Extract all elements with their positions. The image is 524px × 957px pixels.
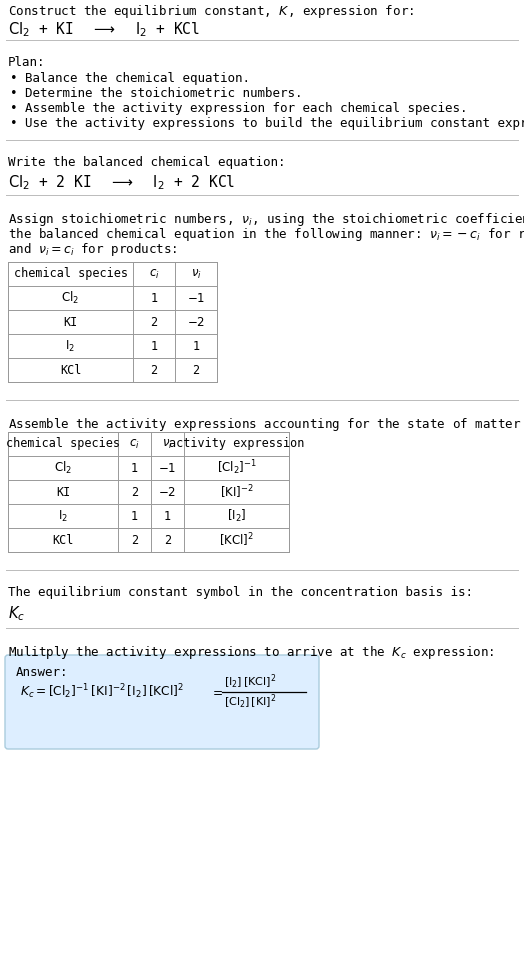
Text: $-1$: $-1$ [187,292,205,304]
Text: Write the balanced chemical equation:: Write the balanced chemical equation: [8,156,286,169]
Text: $[\mathrm{Cl_2}]^{-1}$: $[\mathrm{Cl_2}]^{-1}$ [216,458,256,478]
Text: Plan:: Plan: [8,56,46,69]
Text: 1: 1 [192,340,200,352]
Text: $\mathrm{Cl_2}$ + KI  $\longrightarrow$  $\mathrm{I_2}$ + KCl: $\mathrm{Cl_2}$ + KI $\longrightarrow$ $… [8,20,200,38]
Text: • Use the activity expressions to build the equilibrium constant expression.: • Use the activity expressions to build … [10,117,524,130]
Text: 2: 2 [150,364,158,376]
Text: 2: 2 [131,485,138,499]
Text: $-2$: $-2$ [187,316,205,328]
Text: 1: 1 [150,340,158,352]
Text: Construct the equilibrium constant, $K$, expression for:: Construct the equilibrium constant, $K$,… [8,3,414,20]
Bar [8,262,217,382]
Text: 1: 1 [131,461,138,475]
Text: 2: 2 [150,316,158,328]
Text: $\mathrm{Cl_2}$: $\mathrm{Cl_2}$ [61,290,80,306]
Text: • Assemble the activity expression for each chemical species.: • Assemble the activity expression for e… [10,102,467,115]
Text: $\mathrm{I_2}$: $\mathrm{I_2}$ [66,339,75,353]
Text: Mulitply the activity expressions to arrive at the $K_c$ expression:: Mulitply the activity expressions to arr… [8,644,495,661]
Text: $\mathrm{I_2}$: $\mathrm{I_2}$ [58,508,68,523]
Text: $[\mathrm{Cl_2}]\,[\mathrm{KI}]^2$: $[\mathrm{Cl_2}]\,[\mathrm{KI}]^2$ [224,693,276,711]
Text: 1: 1 [150,292,158,304]
Text: KI: KI [56,485,70,499]
Text: KCl: KCl [52,533,74,546]
Text: $[\mathrm{I_2}]\,[\mathrm{KCl}]^2$: $[\mathrm{I_2}]\,[\mathrm{KCl}]^2$ [224,673,276,691]
Text: Assemble the activity expressions accounting for the state of matter and $\nu_i$: Assemble the activity expressions accoun… [8,416,524,433]
Text: $K_c$: $K_c$ [8,604,25,623]
Text: The equilibrium constant symbol in the concentration basis is:: The equilibrium constant symbol in the c… [8,586,473,599]
Text: $\nu_i$: $\nu_i$ [191,267,201,280]
Text: $\mathrm{Cl_2}$ + 2 KI  $\longrightarrow$  $\mathrm{I_2}$ + 2 KCl: $\mathrm{Cl_2}$ + 2 KI $\longrightarrow$… [8,173,235,191]
Text: Answer:: Answer: [16,666,69,679]
Text: Assign stoichiometric numbers, $\nu_i$, using the stoichiometric coefficients, $: Assign stoichiometric numbers, $\nu_i$, … [8,211,524,228]
Text: $-1$: $-1$ [158,461,177,475]
Text: • Determine the stoichiometric numbers.: • Determine the stoichiometric numbers. [10,87,302,100]
Text: $-2$: $-2$ [158,485,177,499]
Text: • Balance the chemical equation.: • Balance the chemical equation. [10,72,250,85]
Text: $\mathrm{Cl_2}$: $\mathrm{Cl_2}$ [54,460,72,476]
Text: $=$: $=$ [210,685,223,699]
Text: and $\nu_i = c_i$ for products:: and $\nu_i = c_i$ for products: [8,241,177,258]
Text: $K_c = [\mathrm{Cl_2}]^{-1}\,[\mathrm{KI}]^{-2}\,[\mathrm{I_2}]\,[\mathrm{KCl}]^: $K_c = [\mathrm{Cl_2}]^{-1}\,[\mathrm{KI… [20,682,184,701]
Text: $c_i$: $c_i$ [149,267,159,280]
Text: chemical species: chemical species [6,437,120,451]
Text: $\nu_i$: $\nu_i$ [162,437,173,451]
Text: 1: 1 [164,509,171,523]
Text: KCl: KCl [60,364,81,376]
Text: $[\mathrm{KCl}]^2$: $[\mathrm{KCl}]^2$ [219,531,254,548]
Text: KI: KI [63,316,78,328]
FancyBboxPatch shape [5,655,319,749]
Text: 2: 2 [192,364,200,376]
Text: the balanced chemical equation in the following manner: $\nu_i = -c_i$ for react: the balanced chemical equation in the fo… [8,226,524,243]
Text: $[\mathrm{I_2}]$: $[\mathrm{I_2}]$ [227,508,246,524]
Text: chemical species: chemical species [14,268,127,280]
Text: 2: 2 [131,533,138,546]
Bar [8,432,289,552]
Text: 2: 2 [164,533,171,546]
Text: $c_i$: $c_i$ [129,437,140,451]
Text: $[\mathrm{KI}]^{-2}$: $[\mathrm{KI}]^{-2}$ [220,483,254,501]
Text: 1: 1 [131,509,138,523]
Text: activity expression: activity expression [169,437,304,451]
